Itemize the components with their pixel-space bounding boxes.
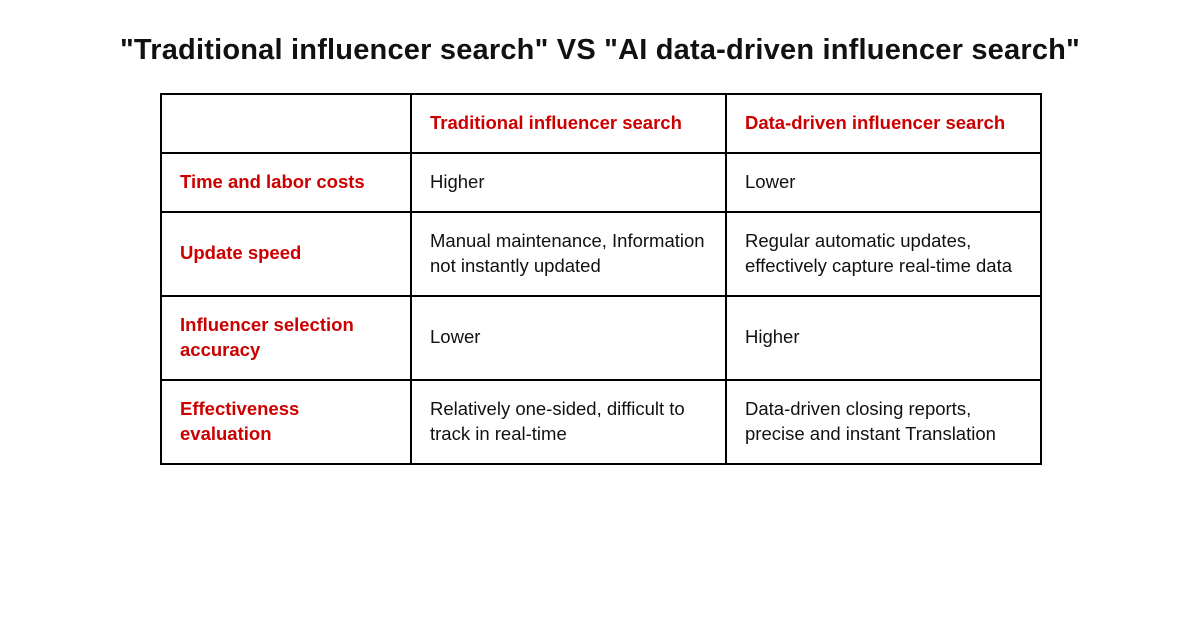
cell-data-driven: Data-driven closing reports, precise and… — [726, 380, 1041, 464]
table-row: Effectiveness evaluation Relatively one-… — [161, 380, 1041, 464]
row-label: Effectiveness evaluation — [161, 380, 411, 464]
cell-traditional: Higher — [411, 153, 726, 212]
page: "Traditional influencer search" VS "AI d… — [0, 0, 1200, 630]
table-row: Time and labor costs Higher Lower — [161, 153, 1041, 212]
row-label: Time and labor costs — [161, 153, 411, 212]
header-data-driven: Data-driven influencer search — [726, 94, 1041, 153]
table-row: Influencer selection accuracy Lower High… — [161, 296, 1041, 380]
table-row: Update speed Manual maintenance, Informa… — [161, 212, 1041, 296]
page-title: "Traditional influencer search" VS "AI d… — [0, 0, 1200, 93]
header-traditional: Traditional influencer search — [411, 94, 726, 153]
row-label: Update speed — [161, 212, 411, 296]
cell-traditional: Manual maintenance, Information not inst… — [411, 212, 726, 296]
cell-traditional: Relatively one-sided, difficult to track… — [411, 380, 726, 464]
cell-data-driven: Regular automatic updates, effectively c… — [726, 212, 1041, 296]
cell-traditional: Lower — [411, 296, 726, 380]
cell-data-driven: Lower — [726, 153, 1041, 212]
header-empty — [161, 94, 411, 153]
row-label: Influencer selection accuracy — [161, 296, 411, 380]
comparison-table-wrapper: Traditional influencer search Data-drive… — [160, 93, 1040, 465]
comparison-table: Traditional influencer search Data-drive… — [160, 93, 1042, 465]
table-header-row: Traditional influencer search Data-drive… — [161, 94, 1041, 153]
cell-data-driven: Higher — [726, 296, 1041, 380]
